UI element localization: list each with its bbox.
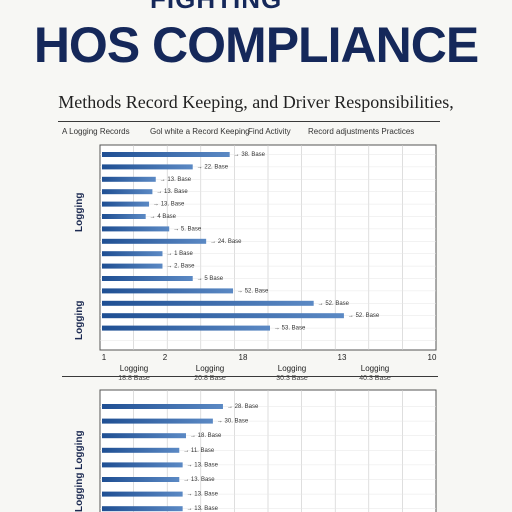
- bar: [102, 325, 270, 331]
- bar-value-label: → 52. Base: [237, 288, 269, 294]
- bar-value-label: → 13. Base: [187, 462, 219, 468]
- summary-label: Logging 20.8 Base: [194, 364, 226, 384]
- summary-rule: [62, 376, 438, 377]
- legend-item: Find Activity: [248, 127, 291, 136]
- bar: [102, 251, 163, 257]
- bar-value-label: → 13. Base: [187, 506, 219, 512]
- bar: [102, 238, 207, 244]
- bar: [102, 201, 150, 207]
- bar-value-label: → 5 Base: [197, 276, 224, 282]
- bar-value-label: → 30. Base: [217, 419, 249, 425]
- bar-value-label: → 13. Base: [156, 189, 188, 195]
- x-tick-label: 2: [162, 353, 168, 362]
- x-tick-label: 1: [101, 353, 107, 362]
- bar-value-label: → 38. Base: [234, 152, 266, 158]
- bar: [102, 214, 146, 219]
- cropped-header: FIGHTING: [0, 0, 512, 14]
- subtitle-rule: [58, 121, 440, 122]
- bar: [102, 164, 193, 170]
- legend-item: Record adjustments Practices: [308, 127, 415, 136]
- bar-value-label: → 4 Base: [150, 214, 177, 220]
- chart-1-xticks: 1 2 18 13 10: [0, 353, 512, 363]
- summary-label-value: 18.8 Base: [118, 375, 150, 382]
- bar-value-label: → 5. Base: [173, 226, 202, 232]
- summary-label-value: 40.3 Base: [359, 375, 391, 382]
- x-tick-label: 18: [238, 353, 248, 362]
- bar: [102, 491, 183, 497]
- bar-value-label: → 11. Base: [183, 448, 215, 454]
- page-title: HOS COMPLIANCE: [33, 17, 479, 73]
- summary-label-name: Logging: [277, 364, 307, 373]
- bar-value-label: → 53. Base: [274, 326, 306, 332]
- bar: [102, 418, 213, 424]
- bar: [102, 313, 344, 319]
- bar: [102, 152, 230, 157]
- summary-label-name: Logging: [195, 364, 225, 373]
- cropped-header-text: FIGHTING: [150, 0, 282, 14]
- bar-value-label: → 52. Base: [318, 301, 350, 307]
- legend-item: A Logging Records: [62, 127, 130, 136]
- summary-label: Logging 40.3 Base: [359, 364, 391, 384]
- bar: [102, 276, 193, 281]
- bar: [102, 462, 183, 468]
- summary-label-name: Logging: [119, 364, 149, 373]
- bar: [102, 189, 153, 195]
- bar: [102, 404, 223, 409]
- bar: [102, 226, 170, 232]
- summary-label-name: Logging: [360, 364, 390, 373]
- bar: [102, 433, 186, 439]
- bar: [102, 506, 183, 512]
- bar-value-label: → 13. Base: [160, 177, 192, 183]
- bar-value-label: → 2. Base: [166, 264, 195, 270]
- bar: [102, 288, 234, 294]
- bar-value-label: → 52. Base: [348, 313, 380, 319]
- bar-value-label: → 13. Base: [183, 477, 215, 483]
- bar: [102, 263, 163, 269]
- summary-label: Logging 18.8 Base: [118, 364, 150, 384]
- page-subtitle: Methods Record Keeping, and Driver Respo…: [58, 92, 454, 112]
- legend-item: Gol white a Record Keeping: [150, 127, 250, 136]
- x-tick-label: 10: [427, 353, 437, 362]
- bar: [102, 176, 156, 182]
- bar-value-label: → 13. Base: [153, 202, 185, 208]
- summary-label: Logging 30.3 Base: [276, 364, 308, 384]
- bar-value-label: → 24. Base: [210, 239, 242, 245]
- bar-value-label: → 28. Base: [227, 404, 259, 410]
- bar-value-label: → 18. Base: [190, 433, 222, 439]
- summary-label-value: 20.8 Base: [194, 375, 226, 382]
- bar: [102, 300, 314, 306]
- summary-label-value: 30.3 Base: [276, 375, 308, 382]
- bar: [102, 447, 180, 453]
- bar-value-label: → 22. Base: [197, 164, 229, 170]
- bar: [102, 477, 180, 482]
- x-tick-label: 13: [337, 353, 347, 362]
- bar-value-label: → 1 Base: [166, 251, 193, 257]
- bar-value-label: → 13. Base: [187, 492, 219, 498]
